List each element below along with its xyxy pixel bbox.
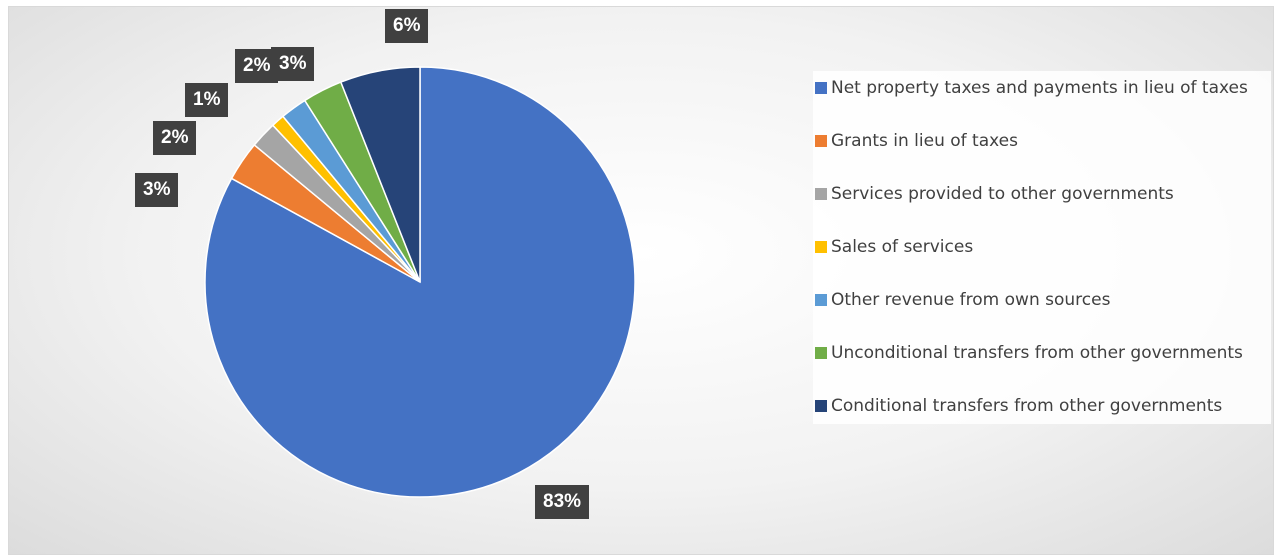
data-label: 1% [185,83,229,117]
legend-label: Grants in lieu of taxes [831,131,1018,151]
data-label: 6% [385,9,429,43]
legend-label: Services provided to other governments [831,184,1174,204]
pie-slice [204,66,636,498]
data-label: 3% [271,47,315,81]
data-label: 83% [535,485,590,519]
legend-swatch [815,294,827,306]
legend-item: Sales of services [813,234,1265,261]
data-label: 3% [135,173,179,207]
legend-swatch [815,347,827,359]
legend-swatch [815,241,827,253]
legend: Net property taxes and payments in lieu … [813,71,1271,424]
legend-label: Sales of services [831,237,974,257]
legend-label: Conditional transfers from other governm… [831,396,1223,416]
pie-slice [339,66,421,283]
pie-chart [204,66,636,498]
legend-label: Net property taxes and payments in lieu … [831,78,1248,98]
legend-label: Unconditional transfers from other gover… [831,343,1243,363]
legend-swatch [815,188,827,200]
legend-item: Grants in lieu of taxes [813,128,1265,155]
legend-item: Net property taxes and payments in lieu … [813,75,1265,102]
legend-swatch [815,135,827,147]
legend-item: Other revenue from own sources [813,287,1265,314]
legend-label: Other revenue from own sources [831,290,1111,310]
chart-area: 83% 3% 2% 1% 2% 3% 6% Net property taxes and p… [8,6,1274,555]
legend-item: Services provided to other governments [813,181,1265,208]
legend-item: Unconditional transfers from other gover… [813,340,1265,367]
legend-swatch [815,82,827,94]
legend-item: Conditional transfers from other governm… [813,393,1265,420]
data-label: 2% [153,121,197,155]
legend-swatch [815,400,827,412]
